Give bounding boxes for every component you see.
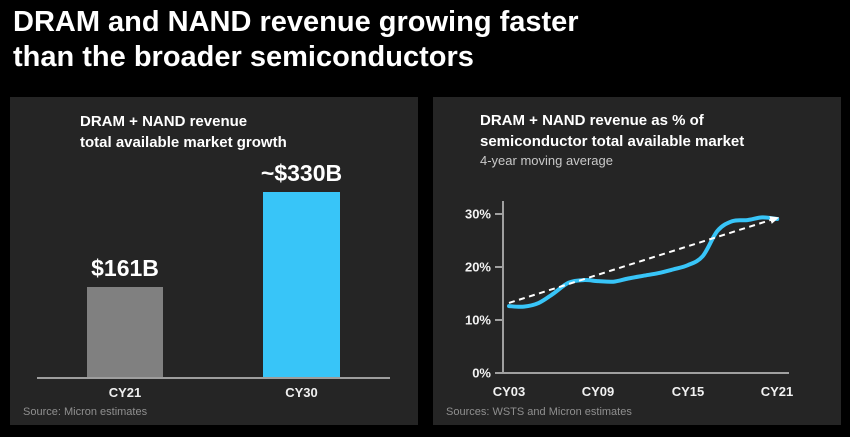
x-tick-label-cy21: CY21 (761, 384, 794, 399)
bar-chart-panel: DRAM + NAND revenue total available mark… (10, 97, 418, 425)
line-chart-source: Sources: WSTS and Micron estimates (446, 406, 632, 418)
line-chart-title-line1: DRAM + NAND revenue as % of (480, 112, 704, 129)
bar-chart-title: DRAM + NAND revenue total available mark… (80, 111, 287, 153)
bar-chart-title-line1: DRAM + NAND revenue (80, 113, 248, 130)
y-tick-label-0: 0% (472, 366, 491, 381)
line-series-layer (507, 215, 780, 309)
line-chart-title: DRAM + NAND revenue as % of semiconducto… (480, 110, 744, 171)
bar-category-cy30: CY30 (285, 385, 318, 400)
slide-title-line2: than the broader semiconductors (13, 41, 474, 74)
bar-value-cy30: ~$330B (260, 160, 343, 187)
line-chart-panel: DRAM + NAND revenue as % of semiconducto… (433, 97, 841, 425)
series-line-dram-nand-share (507, 215, 780, 309)
bar-cy21 (87, 286, 163, 377)
slide-title-line1: DRAM and NAND revenue growing faster (13, 6, 579, 38)
x-tick-label-cy09: CY09 (582, 384, 615, 399)
bar-chart-title-line2: total available market growth (80, 134, 287, 151)
y-tick-label-10: 10% (465, 313, 491, 328)
bar-value-cy21: $161B (91, 254, 159, 281)
x-tick-label-cy03: CY03 (493, 384, 526, 399)
bar-chart-baseline (37, 377, 390, 379)
slide-title: DRAM and NAND revenue growing faster tha… (13, 5, 579, 76)
line-chart-subtitle: 4-year moving average (480, 153, 613, 168)
bar-chart-source: Source: Micron estimates (23, 406, 148, 418)
y-tick-label-20: 20% (465, 260, 491, 275)
bar-cy30 (263, 192, 340, 377)
x-tick-label-cy15: CY15 (672, 384, 705, 399)
line-chart: 0% 10% 20% 30% CY03 CY09 CY15 CY21 (465, 201, 794, 399)
trend-line-dashed (508, 216, 780, 304)
y-tick-label-30: 30% (465, 207, 491, 222)
bar-category-cy21: CY21 (108, 385, 142, 400)
line-chart-title-line2: semiconductor total available market (480, 133, 745, 150)
